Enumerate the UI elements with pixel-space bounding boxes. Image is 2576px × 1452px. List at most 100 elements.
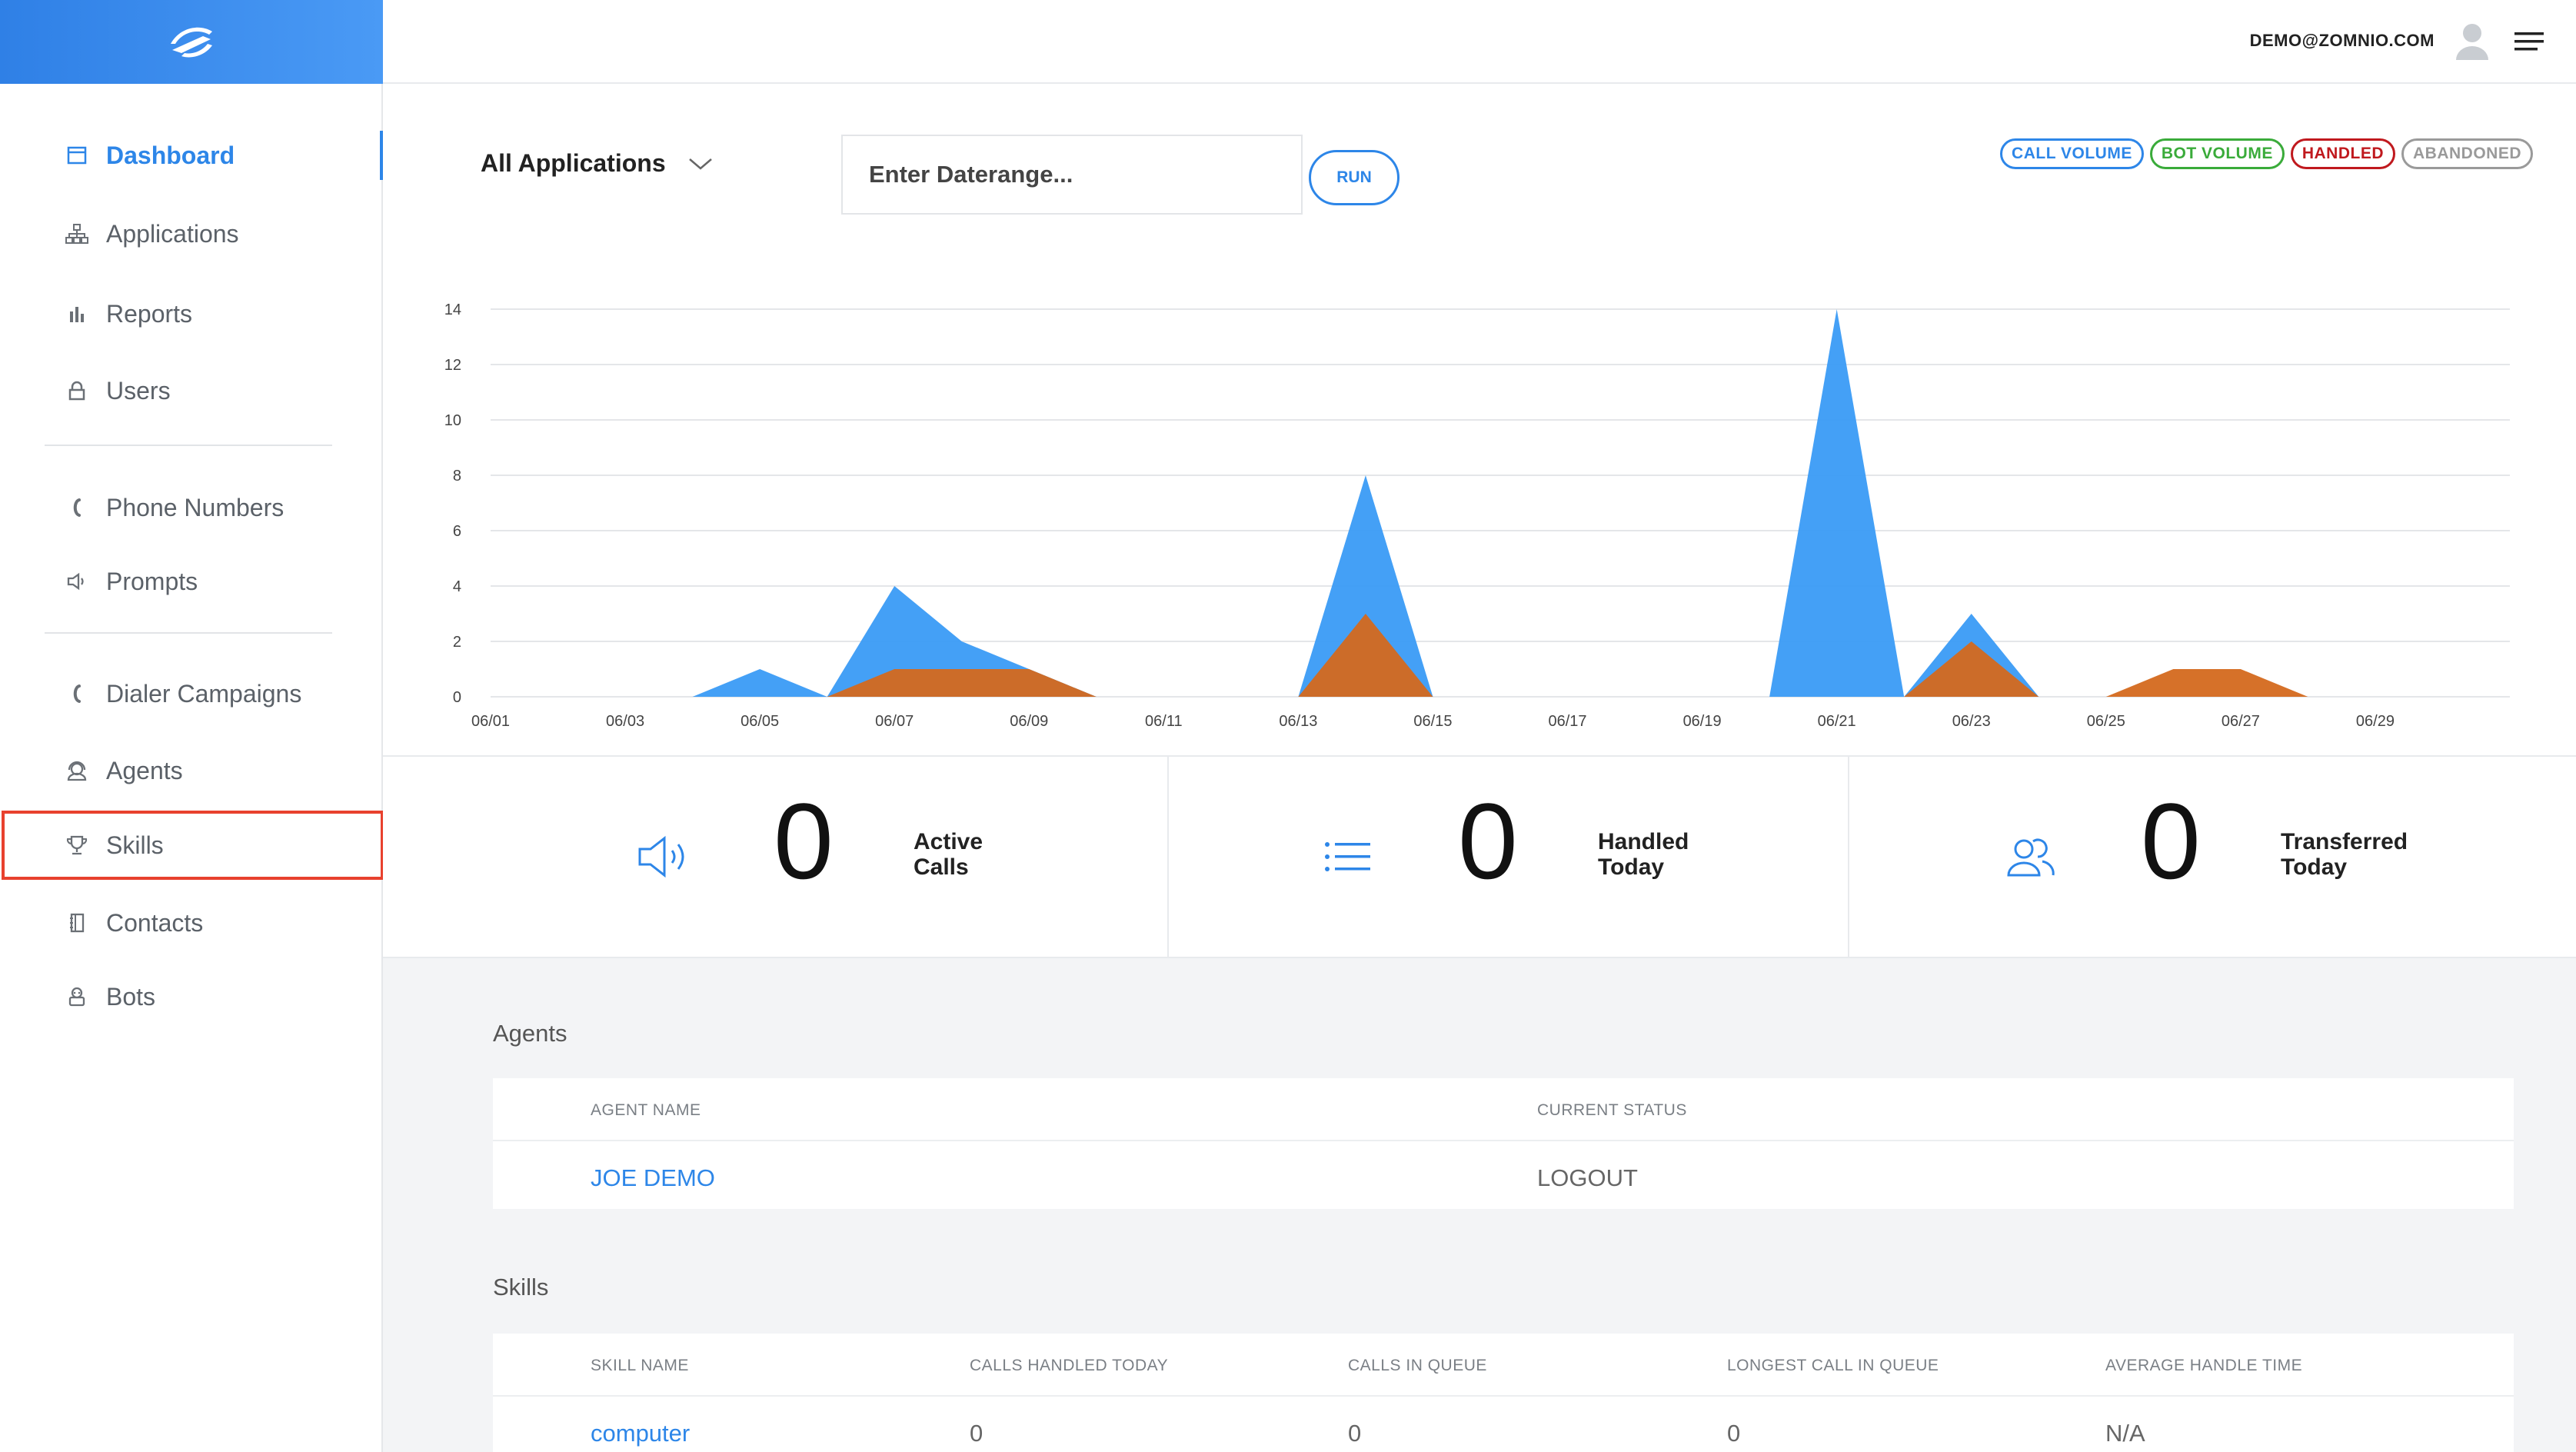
x-tick-label: 06/07 xyxy=(875,713,914,730)
nav-divider xyxy=(45,632,332,634)
sidebar-item-dashboard[interactable]: Dashboard xyxy=(0,125,383,186)
y-tick-label: 2 xyxy=(453,634,461,651)
column-header[interactable]: CURRENT STATUS xyxy=(1537,1101,1687,1119)
column-header[interactable]: AGENT NAME xyxy=(591,1101,701,1119)
run-button[interactable]: RUN xyxy=(1309,150,1399,205)
sidebar-item-applications[interactable]: Applications xyxy=(0,203,383,265)
stat-label-line: Today xyxy=(1598,854,1665,880)
stats-panel: 0 Active Calls 0 Handled Today 0 Transfe… xyxy=(383,755,2576,958)
agent-name-link[interactable]: JOE DEMO xyxy=(591,1164,715,1191)
logo-bar[interactable] xyxy=(0,0,383,84)
agent-icon xyxy=(60,759,94,782)
x-tick-label: 06/09 xyxy=(1010,713,1048,730)
skill-name-link[interactable]: computer xyxy=(591,1420,691,1447)
x-tick-label: 06/25 xyxy=(2087,713,2125,730)
sidebar-item-label: Dialer Campaigns xyxy=(106,679,302,708)
x-tick-label: 06/01 xyxy=(471,713,510,730)
chevron-down-icon xyxy=(688,158,712,170)
x-tick-label: 06/05 xyxy=(741,713,779,730)
x-tick-label: 06/21 xyxy=(1818,713,1856,730)
sidebar-item-reports[interactable]: Reports xyxy=(0,283,383,345)
y-tick-label: 10 xyxy=(444,412,461,429)
agent-status: LOGOUT xyxy=(1537,1164,1638,1191)
stat-label: Transferred Today xyxy=(2281,829,2435,880)
trophy-icon xyxy=(60,834,94,857)
skills-section-title: Skills xyxy=(493,1274,549,1300)
legend-bot-volume[interactable]: BOT VOLUME xyxy=(2149,138,2285,169)
sidebar-item-bots[interactable]: Bots xyxy=(0,966,383,1027)
sidebar-item-label: Reports xyxy=(106,299,193,328)
x-tick-label: 06/27 xyxy=(2222,713,2260,730)
sidebar-item-contacts[interactable]: Contacts xyxy=(0,892,383,954)
stat-value: 0 xyxy=(1458,781,1518,901)
tables-area: Agents AGENT NAME CURRENT STATUS JOE DEM… xyxy=(383,958,2576,1452)
skills-table: SKILL NAME CALLS HANDLED TODAY CALLS IN … xyxy=(493,1334,2514,1452)
y-tick-label: 12 xyxy=(444,357,461,374)
legend-handled[interactable]: HANDLED xyxy=(2290,138,2395,169)
sidebar-item-label: Dashboard xyxy=(106,141,235,169)
table-row: JOE DEMO LOGOUT xyxy=(493,1141,2514,1214)
table-row: computer 0 0 0 N/A xyxy=(493,1397,2514,1452)
x-tick-label: 06/11 xyxy=(1145,713,1183,730)
stat-divider xyxy=(1848,757,1849,957)
stat-label: Active Calls xyxy=(914,829,1067,880)
logo-icon xyxy=(171,27,212,57)
calendar-icon xyxy=(60,145,94,166)
user-email[interactable]: DEMO@ZOMNIO.COM xyxy=(2249,31,2435,50)
contacts-book-icon xyxy=(60,912,94,934)
column-header[interactable]: CALLS IN QUEUE xyxy=(1348,1357,1487,1374)
series-area-call-volume xyxy=(491,309,2510,697)
y-tick-label: 8 xyxy=(453,468,461,485)
stat-active-calls: 0 Active Calls xyxy=(383,757,1167,957)
stat-label-line: Handled xyxy=(1598,829,1689,854)
sidebar-item-label: Users xyxy=(106,376,171,405)
sidebar-item-prompts[interactable]: Prompts xyxy=(0,551,383,612)
column-header[interactable]: LONGEST CALL IN QUEUE xyxy=(1727,1357,1939,1374)
stat-transferred-today: 0 Transferred Today xyxy=(1750,757,2519,957)
sidebar-item-skills[interactable]: Skills xyxy=(2,811,384,880)
sitemap-icon xyxy=(60,223,94,245)
hamburger-menu-icon[interactable] xyxy=(2513,28,2545,55)
column-header[interactable]: AVERAGE HANDLE TIME xyxy=(2105,1357,2303,1374)
stat-label-line: Today xyxy=(2281,854,2348,880)
stat-label-line: Active xyxy=(914,829,983,854)
speaker-icon xyxy=(60,571,94,591)
daterange-input[interactable] xyxy=(841,135,1303,215)
sidebar-item-label: Skills xyxy=(106,831,164,859)
y-tick-label: 14 xyxy=(444,301,461,318)
stat-label-line: Calls xyxy=(914,854,969,880)
sidebar-item-label: Phone Numbers xyxy=(106,493,285,521)
sidebar-item-phone-numbers[interactable]: Phone Numbers xyxy=(0,477,383,538)
bot-icon xyxy=(60,986,94,1007)
sidebar: Dashboard Applications Reports Users xyxy=(0,0,384,1452)
legend-abandoned[interactable]: ABANDONED xyxy=(2401,138,2533,169)
x-tick-label: 06/23 xyxy=(1952,713,1991,730)
y-tick-label: 4 xyxy=(453,578,461,595)
application-select[interactable]: All Applications xyxy=(481,149,714,178)
x-tick-label: 06/15 xyxy=(1413,713,1452,730)
avatar-icon[interactable] xyxy=(2453,20,2491,62)
calls-in-queue-value: 0 xyxy=(1348,1420,1362,1447)
x-tick-label: 06/17 xyxy=(1549,713,1587,730)
nav-divider xyxy=(45,445,332,446)
average-handle-time-value: N/A xyxy=(2105,1420,2145,1447)
column-header[interactable]: CALLS HANDLED TODAY xyxy=(970,1357,1169,1374)
phone-icon xyxy=(60,683,94,704)
sidebar-item-label: Prompts xyxy=(106,567,198,595)
users-icon xyxy=(2007,838,2055,877)
x-tick-label: 06/13 xyxy=(1279,713,1317,730)
table-header-row: SKILL NAME CALLS HANDLED TODAY CALLS IN … xyxy=(493,1334,2514,1397)
sidebar-item-label: Contacts xyxy=(106,908,204,937)
calls-handled-value: 0 xyxy=(970,1420,983,1447)
stat-label: Handled Today xyxy=(1598,829,1752,880)
agents-table: AGENT NAME CURRENT STATUS JOE DEMO LOGOU… xyxy=(493,1078,2514,1209)
sidebar-item-dialer-campaigns[interactable]: Dialer Campaigns xyxy=(0,663,383,724)
column-header[interactable]: SKILL NAME xyxy=(591,1357,689,1374)
stat-value: 0 xyxy=(2141,781,2201,901)
agents-section-title: Agents xyxy=(493,1020,567,1047)
legend-call-volume[interactable]: CALL VOLUME xyxy=(2000,138,2144,169)
stat-label-line: Transferred xyxy=(2281,829,2408,854)
sidebar-item-users[interactable]: Users xyxy=(0,360,383,421)
sidebar-item-agents[interactable]: Agents xyxy=(0,740,383,801)
sidebar-item-label: Bots xyxy=(106,982,156,1011)
